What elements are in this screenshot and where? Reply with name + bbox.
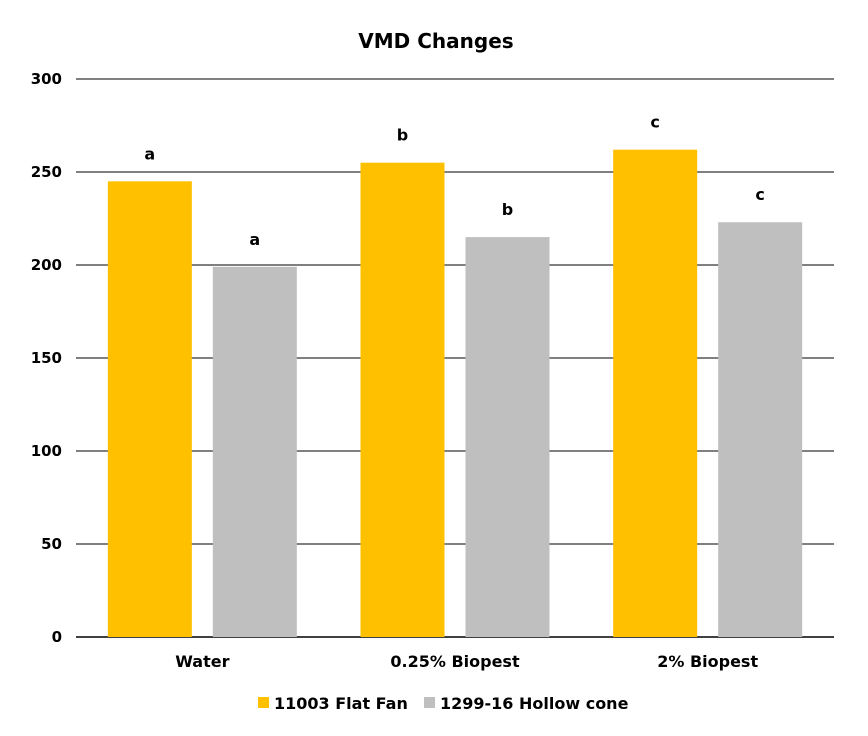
gridlines [76,78,834,638]
legend-swatch [258,697,269,708]
bar [718,222,803,637]
data-label: a [144,144,155,163]
bar [613,149,698,637]
bars [107,149,803,638]
y-tick-label: 150 [31,349,62,367]
bar [360,162,445,637]
x-tick-label: 0.25% Biopest [390,652,520,671]
y-tick-label: 0 [52,628,62,646]
legend-label: 1299-16 Hollow cone [440,694,629,713]
bar [107,181,192,638]
bar [212,266,297,637]
legend: 11003 Flat Fan 1299-16 Hollow cone [258,694,629,713]
data-labels: a a b b c c [144,113,764,249]
bar [465,237,550,637]
x-tick-label: 2% Biopest [657,652,758,671]
y-axis-ticks: 0 50 100 150 200 250 300 [31,70,62,646]
legend-label: 11003 Flat Fan [274,694,408,713]
x-tick-label: Water [175,652,229,671]
data-label: a [249,230,260,249]
data-label: b [502,200,513,219]
data-label: c [650,113,659,132]
legend-swatch [424,697,435,708]
y-tick-label: 300 [31,70,62,88]
x-axis-categories: Water 0.25% Biopest 2% Biopest [175,652,758,671]
y-tick-label: 50 [41,535,62,553]
y-tick-label: 200 [31,256,62,274]
data-label: b [397,126,408,145]
y-tick-label: 250 [31,163,62,181]
y-tick-label: 100 [31,442,62,460]
chart-title: VMD Changes [358,29,513,53]
data-label: c [755,185,764,204]
